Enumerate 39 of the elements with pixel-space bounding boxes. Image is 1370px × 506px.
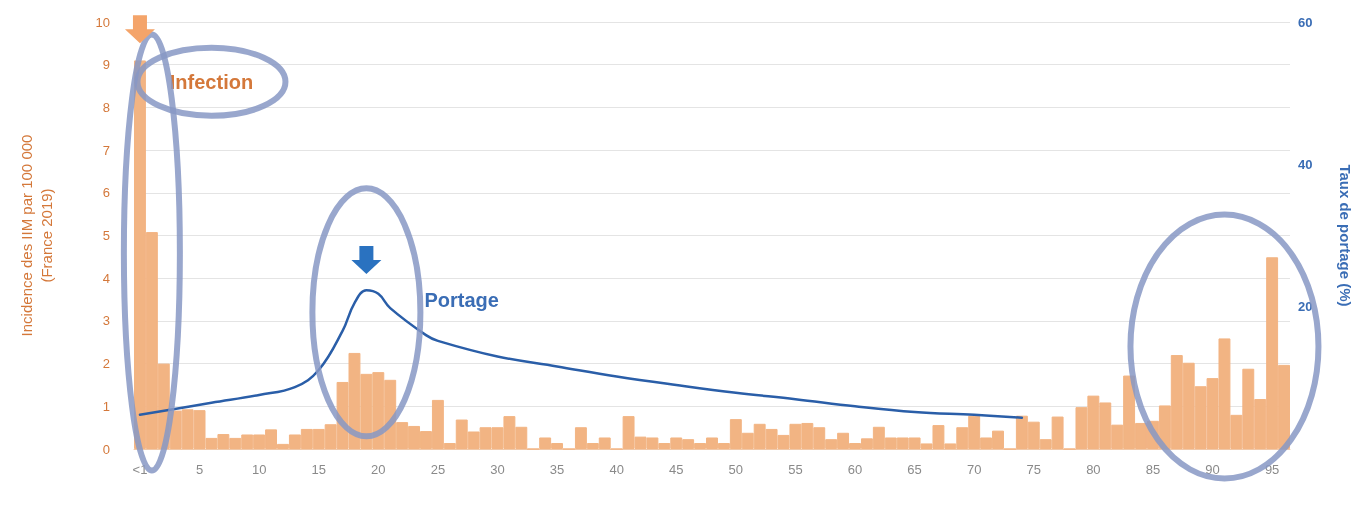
y-tick-label: 10	[95, 14, 110, 30]
x-tick-label: 25	[430, 462, 446, 477]
x-tick-label: 95	[1264, 462, 1280, 477]
x-tick-label: 60	[847, 462, 863, 477]
y-tick-label: 4	[102, 270, 110, 286]
x-tick-label: 45	[669, 462, 684, 477]
x-tick-label: 90	[1205, 462, 1220, 477]
y-tick-label: 8	[102, 99, 110, 115]
x-tick-label: 75	[1026, 462, 1042, 477]
y-tick-label: 2	[102, 356, 110, 372]
annotation: Infection	[169, 70, 254, 93]
y2-axis-title: Taux de portage (%)	[1337, 164, 1354, 307]
y-tick-label: 0	[102, 441, 110, 457]
x-tick-label: 55	[788, 462, 803, 477]
line-series	[138, 289, 1024, 419]
y-tick-label: 9	[102, 57, 110, 73]
x-tick-label: 15	[311, 462, 326, 477]
y2-tick-label: 40	[1298, 156, 1313, 172]
y2-tick-label: 60	[1298, 14, 1313, 30]
x-tick-label: 70	[966, 462, 982, 477]
x-tick-label: 40	[609, 462, 624, 477]
annotation: Portage	[424, 288, 499, 311]
x-tick-label: 30	[490, 462, 505, 477]
x-tick-label: <1	[132, 462, 148, 477]
x-tick-label: 80	[1086, 462, 1101, 477]
y-tick-label: 3	[102, 313, 110, 329]
y-axis-title: Incidence des IIM par 100 000 (France 2019)	[17, 134, 55, 337]
x-tick-label: 10	[251, 462, 267, 477]
x-tick-label: 85	[1145, 462, 1161, 477]
x-tick-label: 50	[728, 462, 744, 477]
y-tick-label: 6	[102, 185, 110, 201]
x-tick-label: 65	[907, 462, 922, 477]
x-tick-label: 35	[549, 462, 565, 477]
x-tick-label: 20	[371, 462, 386, 477]
x-tick-label: 5	[195, 462, 204, 477]
y2-tick-label: 20	[1298, 299, 1313, 315]
y-tick-label: 7	[102, 142, 110, 158]
y-tick-label: 1	[102, 398, 110, 414]
y-tick-label: 5	[102, 228, 110, 243]
